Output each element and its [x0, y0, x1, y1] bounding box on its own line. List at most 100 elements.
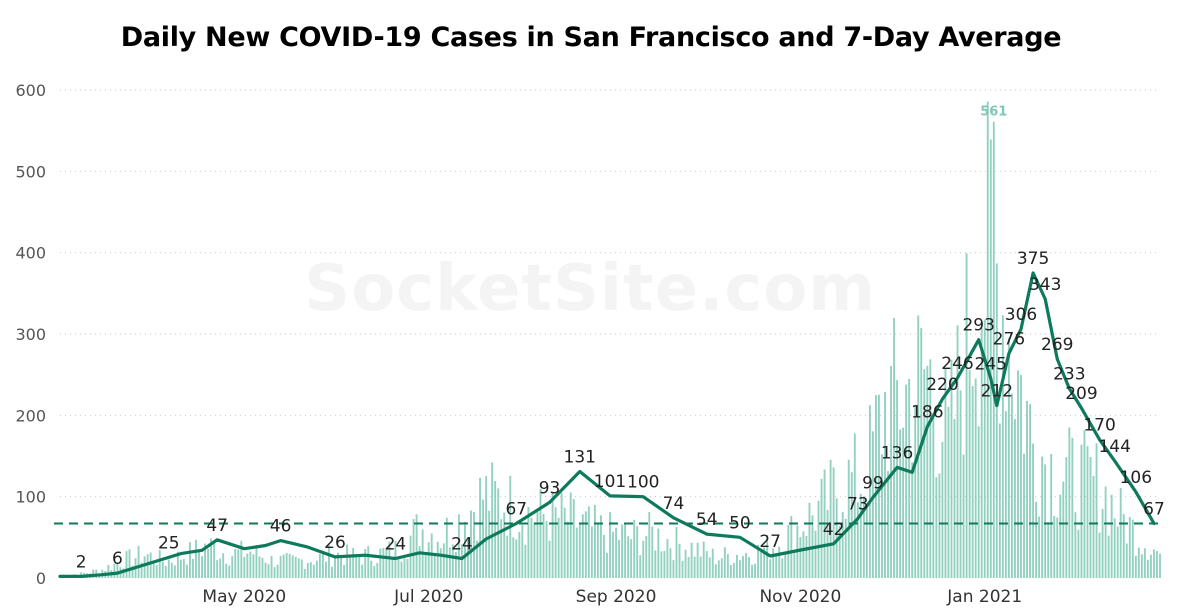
daily-bar [572, 499, 575, 578]
daily-bar [282, 554, 285, 578]
daily-bar [249, 551, 252, 578]
daily-bar [176, 551, 179, 578]
daily-bar [717, 560, 720, 578]
daily-bar [627, 536, 630, 578]
daily-bar [569, 492, 572, 578]
daily-bar [331, 566, 333, 578]
daily-bar [409, 535, 412, 578]
daily-bar [986, 101, 989, 578]
daily-bar [364, 549, 367, 578]
daily-bar [482, 499, 485, 578]
data-label: 54 [696, 510, 718, 530]
daily-bar [645, 536, 648, 578]
daily-bar [376, 562, 379, 578]
daily-bar [201, 556, 203, 578]
data-label: 209 [1065, 384, 1097, 404]
daily-bar [908, 378, 911, 578]
daily-bar [735, 554, 738, 578]
daily-bar [464, 521, 466, 578]
y-tick-label: 0 [36, 569, 46, 588]
daily-bar [173, 565, 176, 578]
daily-bar [1119, 487, 1122, 578]
daily-bar [1053, 515, 1056, 578]
daily-bar [536, 512, 539, 578]
data-label: 136 [881, 443, 913, 463]
daily-bar [938, 473, 941, 578]
y-tick-label: 200 [15, 406, 46, 425]
daily-bar [675, 527, 678, 578]
daily-bar [917, 315, 920, 578]
daily-bar [784, 553, 787, 578]
daily-bar [998, 423, 1001, 578]
daily-bar [312, 564, 315, 578]
daily-bar [663, 550, 666, 578]
daily-bar [258, 556, 261, 578]
daily-bar [400, 561, 403, 578]
daily-bar [720, 558, 723, 578]
daily-bar [1089, 457, 1092, 578]
daily-bar [1041, 456, 1044, 578]
data-label: 27 [759, 532, 781, 552]
daily-bar [1143, 548, 1146, 578]
daily-bar [140, 562, 143, 578]
daily-bar [1110, 494, 1113, 578]
daily-bar [491, 462, 494, 578]
daily-bar [642, 540, 645, 578]
daily-bar [358, 557, 361, 578]
daily-bar [844, 518, 847, 578]
x-tick-label: May 2020 [202, 587, 286, 607]
daily-bar [714, 564, 717, 578]
daily-bar [1116, 526, 1119, 578]
daily-bar [1059, 494, 1062, 578]
daily-bar [781, 558, 784, 578]
daily-bar [479, 477, 481, 578]
y-tick-label: 500 [15, 162, 46, 181]
daily-bar [575, 527, 578, 578]
daily-bar [448, 547, 451, 578]
data-label: 101 [594, 472, 626, 492]
daily-bar [853, 433, 856, 578]
daily-bar [726, 554, 729, 578]
daily-bar [542, 513, 545, 578]
daily-bar [261, 557, 264, 578]
daily-bar [267, 564, 270, 578]
daily-bar [255, 545, 258, 578]
daily-bar [859, 493, 862, 578]
daily-bar [953, 419, 956, 578]
daily-bar [1020, 374, 1022, 578]
y-tick-label: 300 [15, 325, 46, 344]
daily-bar [246, 553, 249, 578]
daily-bar [1071, 437, 1074, 578]
daily-bar [599, 515, 602, 578]
daily-bar [956, 325, 959, 578]
daily-bar [660, 551, 663, 578]
daily-bar [989, 139, 992, 578]
daily-bar [113, 563, 116, 578]
daily-bar [566, 521, 569, 578]
daily-bar [723, 547, 726, 578]
daily-bar [204, 543, 206, 578]
daily-bar [273, 567, 276, 578]
daily-bar [1026, 400, 1028, 578]
daily-bar [1128, 516, 1131, 578]
daily-bar [757, 544, 760, 578]
daily-bar [745, 552, 747, 578]
daily-bar [143, 556, 146, 578]
daily-bar [324, 561, 327, 578]
daily-bar [1156, 551, 1158, 578]
daily-bar [328, 545, 330, 578]
data-label: 375 [1017, 249, 1049, 269]
daily-bar [557, 517, 560, 578]
daily-bar [775, 553, 778, 578]
daily-bar [500, 519, 503, 578]
daily-bar [621, 524, 624, 578]
daily-bar [539, 488, 542, 578]
daily-bar [808, 502, 811, 578]
daily-bar [185, 564, 188, 578]
daily-bar [1050, 453, 1053, 578]
daily-bar [708, 557, 711, 578]
daily-bar [164, 566, 167, 578]
daily-bar [711, 548, 714, 578]
daily-bar [167, 559, 170, 578]
daily-bar [415, 514, 418, 578]
